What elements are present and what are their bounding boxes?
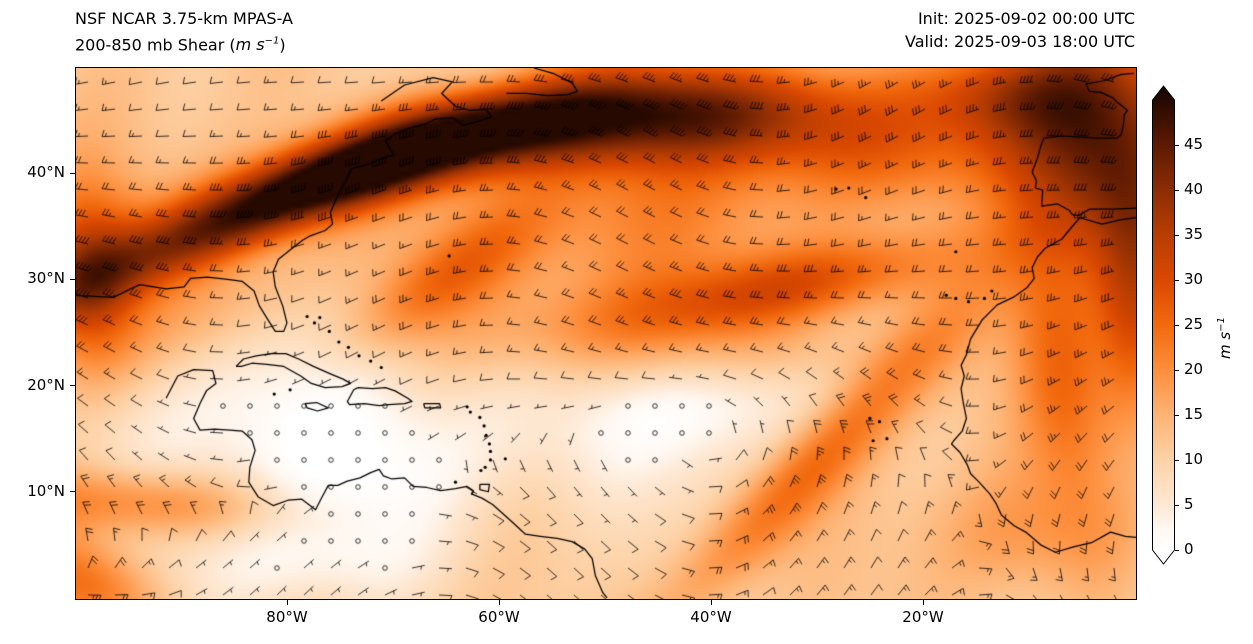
colorbar-tick-mark bbox=[1175, 144, 1179, 146]
colorbar-tick-mark bbox=[1175, 279, 1179, 281]
field-units-exponent: −1 bbox=[264, 36, 280, 47]
colorbar-tick-label: 15 bbox=[1184, 405, 1204, 423]
lat-tick-mark bbox=[70, 172, 75, 174]
plot-title: NSF NCAR 3.75-km MPAS-A 200-850 mb Shear… bbox=[75, 7, 293, 56]
lat-tick-mark bbox=[70, 278, 75, 280]
init-time: Init: 2025-09-02 00:00 UTC bbox=[917, 9, 1135, 28]
lat-tick-label: 20°N bbox=[27, 375, 65, 394]
field-units: m s bbox=[235, 35, 265, 55]
lat-tick-mark bbox=[70, 491, 75, 493]
valid-time: Valid: 2025-09-03 18:00 UTC bbox=[904, 32, 1135, 51]
colorbar-tick-mark bbox=[1175, 324, 1179, 326]
colorbar-unit-label: m s−1 bbox=[1216, 312, 1236, 364]
colorbar-tick-label: 25 bbox=[1184, 315, 1204, 333]
init-valid-times: Init: 2025-09-02 00:00 UTC Valid: 2025-0… bbox=[905, 7, 1135, 53]
colorbar-bar bbox=[1152, 85, 1175, 565]
field-name-suffix: ) bbox=[279, 35, 286, 55]
lon-tick-mark bbox=[498, 600, 500, 605]
lon-tick-label: 80°W bbox=[266, 608, 308, 626]
colorbar-tick-label: 45 bbox=[1184, 135, 1204, 153]
colorbar-gradient bbox=[1152, 85, 1175, 565]
colorbar-tick-label: 40 bbox=[1184, 180, 1204, 198]
lat-tick-label: 30°N bbox=[27, 269, 65, 288]
colorbar-tick-label: 30 bbox=[1184, 270, 1204, 288]
colorbar-tick-mark bbox=[1175, 189, 1179, 191]
colorbar-tick-mark bbox=[1175, 234, 1179, 236]
field-name-prefix: 200-850 mb Shear ( bbox=[75, 35, 236, 55]
colorbar-tick-label: 10 bbox=[1184, 450, 1204, 468]
colorbar-tick-mark bbox=[1175, 504, 1179, 506]
field-name: 200-850 mb Shear (m s−1) bbox=[75, 30, 293, 56]
lat-tick-label: 10°N bbox=[27, 481, 65, 500]
colorbar-unit-text: m s bbox=[1216, 331, 1234, 359]
colorbar-tick-label: 0 bbox=[1184, 540, 1194, 558]
lon-tick-label: 40°W bbox=[690, 608, 732, 626]
model-name: NSF NCAR 3.75-km MPAS-A bbox=[75, 9, 293, 28]
colorbar-tick-label: 20 bbox=[1184, 360, 1204, 378]
lat-tick-mark bbox=[70, 385, 75, 387]
colorbar-tick-label: 5 bbox=[1184, 495, 1194, 513]
colorbar-tick-mark bbox=[1175, 369, 1179, 371]
colorbar-unit-exponent: −1 bbox=[1216, 317, 1227, 332]
colorbar-tick-label: 35 bbox=[1184, 225, 1204, 243]
colorbar-tick-mark bbox=[1175, 459, 1179, 461]
lon-tick-mark bbox=[710, 600, 712, 605]
colorbar-tick-mark bbox=[1175, 414, 1179, 416]
lon-tick-label: 20°W bbox=[902, 608, 944, 626]
lon-tick-mark bbox=[286, 600, 288, 605]
shear-map-canvas bbox=[75, 67, 1137, 600]
lat-tick-label: 40°N bbox=[27, 163, 65, 182]
lon-tick-mark bbox=[922, 600, 924, 605]
colorbar-tick-mark bbox=[1175, 549, 1179, 551]
lon-tick-label: 60°W bbox=[478, 608, 520, 626]
